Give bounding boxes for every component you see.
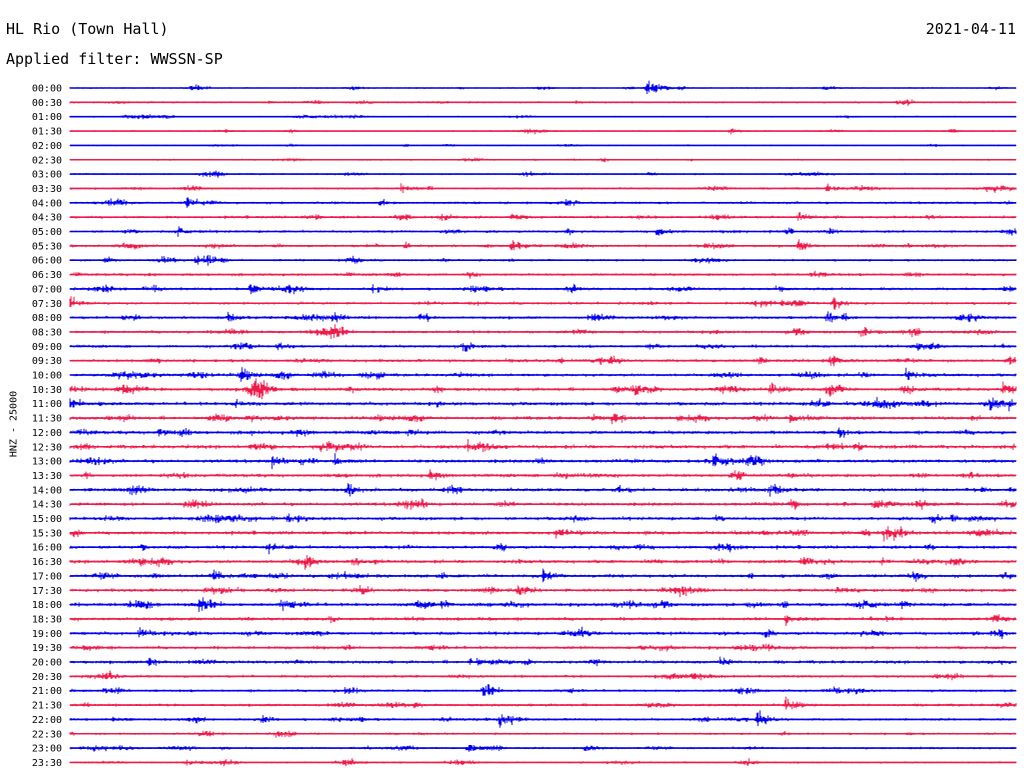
row-time-label: 20:30 [32, 672, 62, 683]
row-time-label: 12:30 [32, 442, 62, 453]
row-time-label: 21:00 [32, 686, 62, 697]
row-time-label: 20:00 [32, 658, 62, 669]
filter-label: Applied filter: WWSSN-SP [6, 50, 223, 68]
row-time-label: 18:30 [32, 614, 62, 625]
trace-row-2030 [69, 670, 1017, 681]
row-time-label: 03:30 [32, 184, 62, 195]
row-time-label: 16:30 [32, 557, 62, 568]
trace-row-1530 [69, 526, 1017, 542]
row-time-label: 06:00 [32, 256, 62, 267]
row-time-label: 11:30 [32, 414, 62, 425]
row-time-label: 14:00 [32, 485, 62, 496]
row-time-label: 00:30 [32, 98, 62, 109]
row-time-label: 01:30 [32, 127, 62, 138]
row-time-label: 19:30 [32, 643, 62, 654]
row-time-label: 02:00 [32, 141, 62, 152]
row-time-label: 06:30 [32, 270, 62, 281]
row-time-label: 23:00 [32, 744, 62, 755]
row-time-label: 15:00 [32, 514, 62, 525]
row-time-label: 11:00 [32, 399, 62, 410]
row-time-label: 18:00 [32, 600, 62, 611]
row-time-label: 14:30 [32, 500, 62, 511]
row-time-label: 09:30 [32, 356, 62, 367]
row-time-label: 04:00 [32, 198, 62, 209]
row-time-label: 01:00 [32, 112, 62, 123]
row-time-label: 17:00 [32, 571, 62, 582]
trace-row-1230 [69, 439, 1017, 453]
row-time-label: 09:00 [32, 342, 62, 353]
row-time-label: 08:30 [32, 327, 62, 338]
row-time-label: 23:30 [32, 758, 62, 769]
row-time-label: 12:00 [32, 428, 62, 439]
row-time-label: 13:30 [32, 471, 62, 482]
row-time-label: 00:00 [32, 84, 62, 95]
row-time-label: 05:00 [32, 227, 62, 238]
trace-row-1600 [69, 543, 1017, 555]
row-time-label: 17:30 [32, 586, 62, 597]
row-time-label: 05:30 [32, 241, 62, 252]
row-time-label: 10:30 [32, 385, 62, 396]
date-label: 2021-04-11 [925, 20, 1016, 38]
trace-row-1130 [69, 413, 1017, 425]
row-time-label: 04:30 [32, 213, 62, 224]
trace-row-1830 [69, 614, 1017, 626]
row-time-label: 07:30 [32, 299, 62, 310]
row-time-label: 02:30 [32, 155, 62, 166]
row-time-label: 15:30 [32, 528, 62, 539]
row-time-label: 21:30 [32, 701, 62, 712]
row-time-label: 03:00 [32, 170, 62, 181]
row-time-label: 07:00 [32, 284, 62, 295]
row-time-label: 13:00 [32, 457, 62, 468]
row-time-label: 10:00 [32, 371, 62, 382]
row-time-label: 19:00 [32, 629, 62, 640]
trace-row-0530 [69, 239, 1017, 251]
row-time-label: 08:00 [32, 313, 62, 324]
station-title: HL Rio (Town Hall) [6, 20, 169, 38]
row-time-label: 22:00 [32, 715, 62, 726]
trace-row-2130 [69, 696, 1017, 710]
row-time-label: 16:00 [32, 543, 62, 554]
row-time-label: 22:30 [32, 729, 62, 740]
